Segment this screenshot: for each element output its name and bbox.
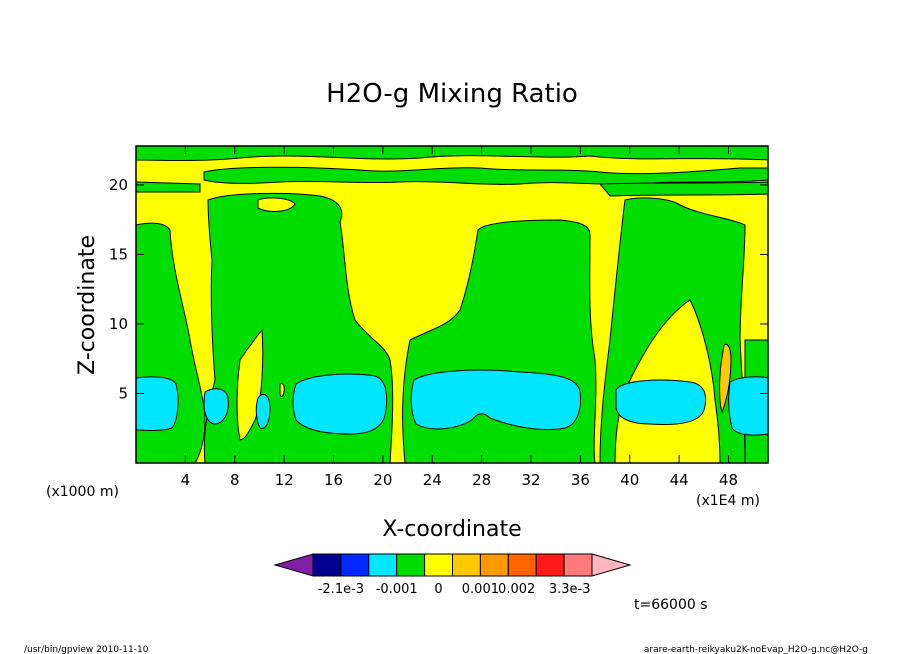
cyan-region-7 — [728, 376, 768, 436]
orange-streak — [719, 343, 732, 414]
y-tick-label: 10 — [109, 315, 128, 333]
cyan-region-5 — [410, 369, 581, 431]
x-unit-right: (x1E4 m) — [696, 493, 760, 509]
plot-frame — [135, 145, 769, 464]
colorbar-cell — [368, 553, 398, 577]
x-tick-label: 28 — [472, 471, 491, 489]
green-column-4 — [599, 197, 746, 463]
colorbar-cell — [424, 553, 454, 577]
green-band-mid — [136, 181, 201, 193]
colorbar-cell — [452, 553, 481, 577]
yellow-gap-2 — [257, 197, 296, 212]
colorbar-cell — [535, 553, 565, 577]
y-axis-label: Z-coordinate — [75, 235, 100, 375]
y-tick-label: 20 — [109, 176, 128, 194]
colorbar-label: 0.002 — [498, 582, 535, 597]
cyan-region-1 — [136, 376, 179, 431]
green-band-top — [136, 146, 768, 161]
x-tick-label: 20 — [373, 471, 392, 489]
green-band-upper — [203, 166, 768, 185]
colorbar-label: -0.001 — [376, 582, 418, 597]
chart-title: H2O-g Mixing Ratio — [326, 79, 578, 109]
colorbar-cell — [507, 553, 537, 577]
y-tick-label: 15 — [109, 245, 128, 263]
x-tick-label: 24 — [423, 471, 442, 489]
green-band-right — [598, 181, 768, 197]
x-tick-label: 16 — [324, 471, 343, 489]
colorbar-cell — [563, 553, 593, 577]
x-tick-label: 48 — [719, 471, 738, 489]
colorbar-label: 0.001 — [462, 582, 499, 597]
cyan-region-4 — [292, 373, 388, 435]
colorbar-label: -2.1e-3 — [318, 582, 364, 597]
colorbar-label: 3.3e-3 — [549, 582, 591, 597]
yellow-blob-bottom — [279, 383, 285, 397]
x-tick-label: 44 — [670, 471, 689, 489]
colorbar-cell — [396, 553, 426, 577]
x-tick-label: 40 — [620, 471, 639, 489]
x-axis-label: X-coordinate — [382, 517, 521, 542]
colorbar-cell — [312, 553, 342, 577]
time-label: t=66000 s — [634, 597, 708, 613]
colorbar-cell — [340, 553, 370, 577]
x-tick-label: 36 — [571, 471, 590, 489]
x-tick-label: 8 — [230, 471, 240, 489]
x-ticks: 4 8 12 16 20 24 28 32 36 40 44 48 — [181, 146, 738, 489]
x-unit-left: (x1000 m) — [46, 484, 119, 500]
y-ticks: 5 10 15 20 — [109, 176, 768, 402]
colorbar-triangle-low — [273, 553, 314, 577]
colorbar-triangle-high — [591, 553, 632, 577]
x-tick-label: 4 — [181, 471, 191, 489]
x-tick-label: 12 — [275, 471, 294, 489]
cyan-region-6 — [615, 379, 707, 425]
colorbar-label: 0 — [434, 582, 442, 597]
colorbar-cell — [479, 553, 509, 577]
cyan-region-3 — [255, 393, 271, 429]
y-tick-label: 5 — [118, 384, 128, 402]
colorbar: -2.1e-3 -0.001 0 0.001 0.002 3.3e-3 — [273, 553, 632, 597]
footer-left: /usr/bin/gpview 2010-11-10 — [24, 645, 149, 654]
cyan-region-2 — [203, 388, 229, 425]
x-tick-label: 32 — [521, 471, 540, 489]
footer-right: arare-earth-reikyaku2K-noEvap_H2O-g.nc@H… — [644, 645, 868, 654]
